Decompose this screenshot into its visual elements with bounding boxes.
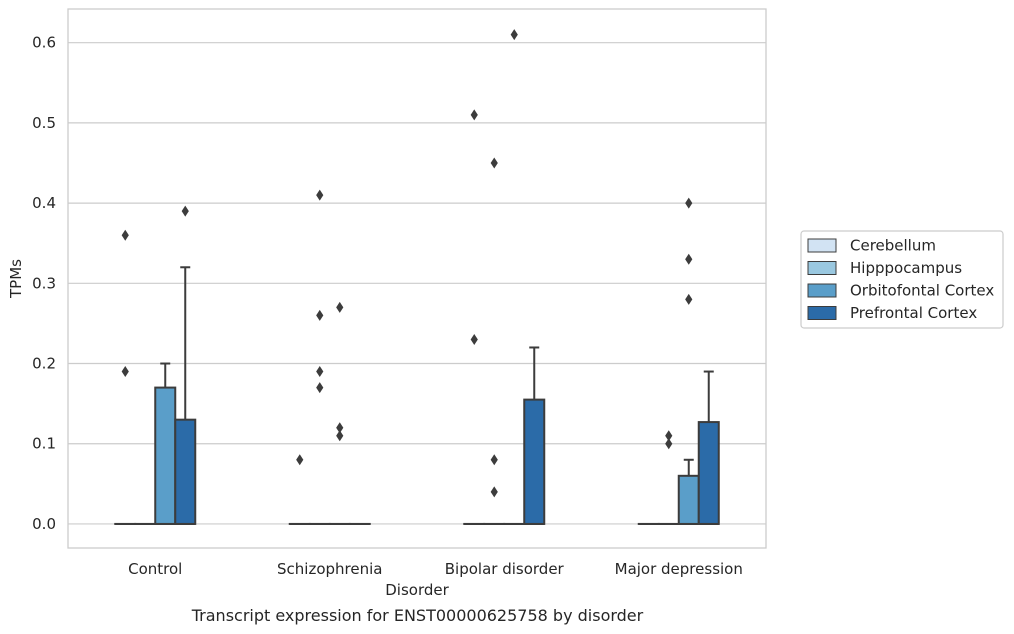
outlier-point bbox=[665, 438, 673, 450]
box-hipppocampus-1 bbox=[308, 189, 331, 525]
outlier-point bbox=[490, 486, 498, 498]
y-axis-title: TPMs bbox=[7, 259, 25, 299]
outlier-point bbox=[316, 382, 324, 394]
outlier-point bbox=[510, 29, 518, 41]
box-cerebellum-2 bbox=[463, 109, 486, 525]
outlier-point bbox=[490, 157, 498, 169]
outlier-point bbox=[490, 454, 498, 466]
outlier-point bbox=[470, 109, 478, 121]
outlier-point bbox=[336, 422, 344, 434]
outlier-point bbox=[685, 197, 693, 209]
plot-frame bbox=[67, 8, 767, 549]
legend-swatch bbox=[807, 306, 837, 320]
box-hipppocampus-2 bbox=[483, 157, 506, 525]
box-iqr bbox=[154, 386, 177, 525]
x-tick-label: Major depression bbox=[615, 560, 743, 578]
box-orbitofontal-cortex-2 bbox=[503, 29, 526, 525]
legend-label: Cerebellum bbox=[850, 237, 936, 255]
outlier-point bbox=[336, 301, 344, 313]
y-tick-label: 0.6 bbox=[32, 34, 56, 52]
outlier-point bbox=[316, 309, 324, 321]
y-tick-label: 0.3 bbox=[32, 274, 56, 292]
x-tick-label: Control bbox=[128, 560, 182, 578]
box-orbitofontal-cortex-1 bbox=[328, 301, 351, 525]
x-axis-title: Disorder bbox=[385, 581, 449, 599]
legend-label: Hipppocampus bbox=[850, 259, 962, 277]
y-axis-ticks: 0.0 0.1 0.2 0.3 0.4 0.5 0.6 bbox=[32, 34, 56, 533]
box-iqr bbox=[174, 418, 197, 525]
figure-caption: Transcript expression for ENST0000062575… bbox=[191, 606, 644, 625]
outlier-point bbox=[316, 366, 324, 378]
plot-marks bbox=[114, 29, 720, 525]
x-axis-ticks: Control Schizophrenia Bipolar disorder Majo… bbox=[128, 560, 743, 578]
box-cerebellum-1 bbox=[288, 454, 311, 525]
x-tick-label: Bipolar disorder bbox=[445, 560, 565, 578]
outlier-point bbox=[121, 366, 129, 378]
y-tick-label: 0.0 bbox=[32, 515, 56, 533]
outlier-point bbox=[181, 205, 189, 217]
legend-frame bbox=[800, 230, 1004, 329]
box-iqr bbox=[677, 474, 700, 525]
x-tick-label: Schizophrenia bbox=[277, 560, 382, 578]
legend-swatch bbox=[807, 261, 837, 275]
box-iqr bbox=[697, 421, 720, 525]
legend-swatch bbox=[807, 283, 837, 298]
outlier-point bbox=[316, 189, 324, 201]
y-tick-label: 0.2 bbox=[32, 355, 56, 373]
legend-swatch bbox=[807, 238, 837, 253]
box-iqr bbox=[523, 398, 546, 525]
box-cerebellum-0 bbox=[114, 229, 137, 525]
outlier-point bbox=[121, 229, 129, 241]
outlier-point bbox=[665, 430, 673, 442]
box-orbitofontal-cortex-3 bbox=[677, 197, 700, 525]
y-tick-label: 0.4 bbox=[32, 194, 56, 212]
box-prefrontal-cortex-0 bbox=[174, 205, 197, 525]
legend-label: Prefrontal Cortex bbox=[850, 304, 977, 322]
outlier-point bbox=[685, 253, 693, 265]
box-prefrontal-cortex-3 bbox=[697, 370, 720, 525]
box-prefrontal-cortex-2 bbox=[523, 346, 546, 525]
outlier-point bbox=[685, 293, 693, 305]
outlier-point bbox=[296, 454, 304, 466]
outlier-point bbox=[336, 430, 344, 442]
legend-label: Orbitofontal Cortex bbox=[850, 282, 994, 300]
y-tick-label: 0.1 bbox=[32, 435, 56, 453]
outlier-point bbox=[470, 333, 478, 345]
y-tick-label: 0.5 bbox=[32, 114, 56, 132]
box-orbitofontal-cortex-0 bbox=[154, 362, 177, 525]
legend: Cerebellum Hipppocampus Orbitofontal Corte… bbox=[800, 230, 1004, 329]
